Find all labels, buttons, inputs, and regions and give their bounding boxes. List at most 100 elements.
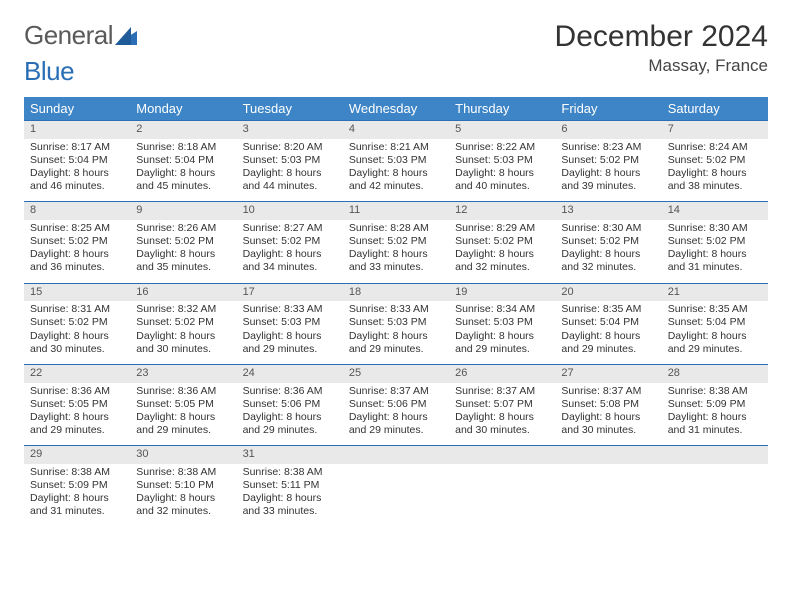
day-number: 3	[237, 121, 343, 139]
day-body: Sunrise: 8:36 AMSunset: 5:05 PMDaylight:…	[130, 383, 236, 446]
logo-text-blue: Blue	[24, 56, 74, 87]
day-body: Sunrise: 8:17 AMSunset: 5:04 PMDaylight:…	[24, 139, 130, 202]
calendar-week-row: 1Sunrise: 8:17 AMSunset: 5:04 PMDaylight…	[24, 121, 768, 202]
daylight-line: Daylight: 8 hours and 46 minutes.	[30, 167, 124, 193]
sunset-line: Sunset: 5:06 PM	[349, 398, 443, 411]
sunrise-line: Sunrise: 8:23 AM	[561, 141, 655, 154]
day-number: 9	[130, 202, 236, 220]
day-body: Sunrise: 8:38 AMSunset: 5:09 PMDaylight:…	[662, 383, 768, 446]
daylight-line: Daylight: 8 hours and 29 minutes.	[668, 330, 762, 356]
calendar-day-cell: 26Sunrise: 8:37 AMSunset: 5:07 PMDayligh…	[449, 364, 555, 445]
day-body: Sunrise: 8:37 AMSunset: 5:06 PMDaylight:…	[343, 383, 449, 446]
sunrise-line: Sunrise: 8:37 AM	[561, 385, 655, 398]
calendar-week-row: 8Sunrise: 8:25 AMSunset: 5:02 PMDaylight…	[24, 202, 768, 283]
day-number: 27	[555, 365, 661, 383]
sunrise-line: Sunrise: 8:38 AM	[30, 466, 124, 479]
sunrise-line: Sunrise: 8:31 AM	[30, 303, 124, 316]
sunset-line: Sunset: 5:04 PM	[561, 316, 655, 329]
calendar-day-cell: 16Sunrise: 8:32 AMSunset: 5:02 PMDayligh…	[130, 283, 236, 364]
calendar-day-cell: 3Sunrise: 8:20 AMSunset: 5:03 PMDaylight…	[237, 121, 343, 202]
day-number: 23	[130, 365, 236, 383]
calendar-table: SundayMondayTuesdayWednesdayThursdayFrid…	[24, 97, 768, 526]
day-body: Sunrise: 8:21 AMSunset: 5:03 PMDaylight:…	[343, 139, 449, 202]
day-body: Sunrise: 8:28 AMSunset: 5:02 PMDaylight:…	[343, 220, 449, 283]
calendar-day-cell: 29Sunrise: 8:38 AMSunset: 5:09 PMDayligh…	[24, 446, 130, 527]
sunrise-line: Sunrise: 8:29 AM	[455, 222, 549, 235]
sunrise-line: Sunrise: 8:36 AM	[136, 385, 230, 398]
day-body: Sunrise: 8:22 AMSunset: 5:03 PMDaylight:…	[449, 139, 555, 202]
day-number: 7	[662, 121, 768, 139]
sunset-line: Sunset: 5:02 PM	[136, 316, 230, 329]
calendar-week-row: 29Sunrise: 8:38 AMSunset: 5:09 PMDayligh…	[24, 446, 768, 527]
sunset-line: Sunset: 5:03 PM	[349, 316, 443, 329]
sunrise-line: Sunrise: 8:28 AM	[349, 222, 443, 235]
daylight-line: Daylight: 8 hours and 30 minutes.	[561, 411, 655, 437]
sunrise-line: Sunrise: 8:30 AM	[668, 222, 762, 235]
day-number: 2	[130, 121, 236, 139]
sunset-line: Sunset: 5:03 PM	[349, 154, 443, 167]
day-body	[555, 464, 661, 522]
daylight-line: Daylight: 8 hours and 44 minutes.	[243, 167, 337, 193]
sunrise-line: Sunrise: 8:27 AM	[243, 222, 337, 235]
calendar-week-row: 15Sunrise: 8:31 AM Sunset: 5:02 PM Dayligh…	[24, 283, 768, 364]
day-number: 12	[449, 202, 555, 220]
sunset-line: Sunset: 5:07 PM	[455, 398, 549, 411]
daylight-line: Daylight: 8 hours and 34 minutes.	[243, 248, 337, 274]
calendar-day-cell: 11Sunrise: 8:28 AMSunset: 5:02 PMDayligh…	[343, 202, 449, 283]
sunrise-line: Sunrise: 8:25 AM	[30, 222, 124, 235]
day-number: 30	[130, 446, 236, 464]
sunrise-line: Sunrise: 8:36 AM	[243, 385, 337, 398]
calendar-day-cell: 9Sunrise: 8:26 AMSunset: 5:02 PMDaylight…	[130, 202, 236, 283]
day-number	[343, 446, 449, 464]
day-body: Sunrise: 8:29 AMSunset: 5:02 PMDaylight:…	[449, 220, 555, 283]
calendar-day-cell: 24Sunrise: 8:36 AMSunset: 5:06 PMDayligh…	[237, 364, 343, 445]
daylight-line: Daylight: 8 hours and 33 minutes.	[243, 492, 337, 518]
day-body: Sunrise: 8:25 AMSunset: 5:02 PMDaylight:…	[24, 220, 130, 283]
sunset-line: Sunset: 5:02 PM	[349, 235, 443, 248]
calendar-day-cell: 8Sunrise: 8:25 AMSunset: 5:02 PMDaylight…	[24, 202, 130, 283]
calendar-day-cell	[662, 446, 768, 527]
calendar-day-cell	[449, 446, 555, 527]
day-number: 6	[555, 121, 661, 139]
daylight-line: Daylight: 8 hours and 32 minutes.	[136, 492, 230, 518]
daylight-line: Daylight: 8 hours and 29 minutes.	[349, 330, 443, 356]
daylight-line: Daylight: 8 hours and 29 minutes.	[349, 411, 443, 437]
sunrise-line: Sunrise: 8:35 AM	[561, 303, 655, 316]
sunset-line: Sunset: 5:03 PM	[455, 316, 549, 329]
day-body	[343, 464, 449, 522]
sunrise-line: Sunrise: 8:35 AM	[668, 303, 762, 316]
day-body: Sunrise: 8:35 AMSunset: 5:04 PMDaylight:…	[555, 301, 661, 364]
calendar-header-row: SundayMondayTuesdayWednesdayThursdayFrid…	[24, 97, 768, 121]
sunset-line: Sunset: 5:02 PM	[136, 235, 230, 248]
location-label: Massay, France	[555, 56, 768, 76]
day-number: 31	[237, 446, 343, 464]
daylight-line: Daylight: 8 hours and 40 minutes.	[455, 167, 549, 193]
calendar-day-cell: 17Sunrise: 8:33 AMSunset: 5:03 PMDayligh…	[237, 283, 343, 364]
day-number: 19	[449, 284, 555, 302]
day-body	[662, 464, 768, 522]
day-body: Sunrise: 8:24 AMSunset: 5:02 PMDaylight:…	[662, 139, 768, 202]
calendar-day-cell: 10Sunrise: 8:27 AMSunset: 5:02 PMDayligh…	[237, 202, 343, 283]
day-header: Monday	[130, 97, 236, 121]
sunrise-line: Sunrise: 8:22 AM	[455, 141, 549, 154]
day-number: 1	[24, 121, 130, 139]
calendar-day-cell: 4Sunrise: 8:21 AMSunset: 5:03 PMDaylight…	[343, 121, 449, 202]
sunrise-line: Sunrise: 8:17 AM	[30, 141, 124, 154]
sunrise-line: Sunrise: 8:37 AM	[455, 385, 549, 398]
daylight-line: Daylight: 8 hours and 30 minutes.	[30, 330, 124, 356]
sunset-line: Sunset: 5:11 PM	[243, 479, 337, 492]
sunrise-line: Sunrise: 8:21 AM	[349, 141, 443, 154]
day-body: Sunrise: 8:38 AMSunset: 5:11 PMDaylight:…	[237, 464, 343, 527]
daylight-line: Daylight: 8 hours and 29 minutes.	[136, 411, 230, 437]
day-number: 24	[237, 365, 343, 383]
sunset-line: Sunset: 5:04 PM	[668, 316, 762, 329]
daylight-line: Daylight: 8 hours and 29 minutes.	[455, 330, 549, 356]
logo-text-general: General	[24, 20, 113, 51]
day-body: Sunrise: 8:32 AMSunset: 5:02 PMDaylight:…	[130, 301, 236, 364]
sunset-line: Sunset: 5:06 PM	[243, 398, 337, 411]
sunrise-line: Sunrise: 8:36 AM	[30, 385, 124, 398]
calendar-day-cell: 21Sunrise: 8:35 AMSunset: 5:04 PMDayligh…	[662, 283, 768, 364]
day-body: Sunrise: 8:18 AMSunset: 5:04 PMDaylight:…	[130, 139, 236, 202]
calendar-day-cell: 6Sunrise: 8:23 AMSunset: 5:02 PMDaylight…	[555, 121, 661, 202]
day-number: 15	[24, 284, 130, 302]
